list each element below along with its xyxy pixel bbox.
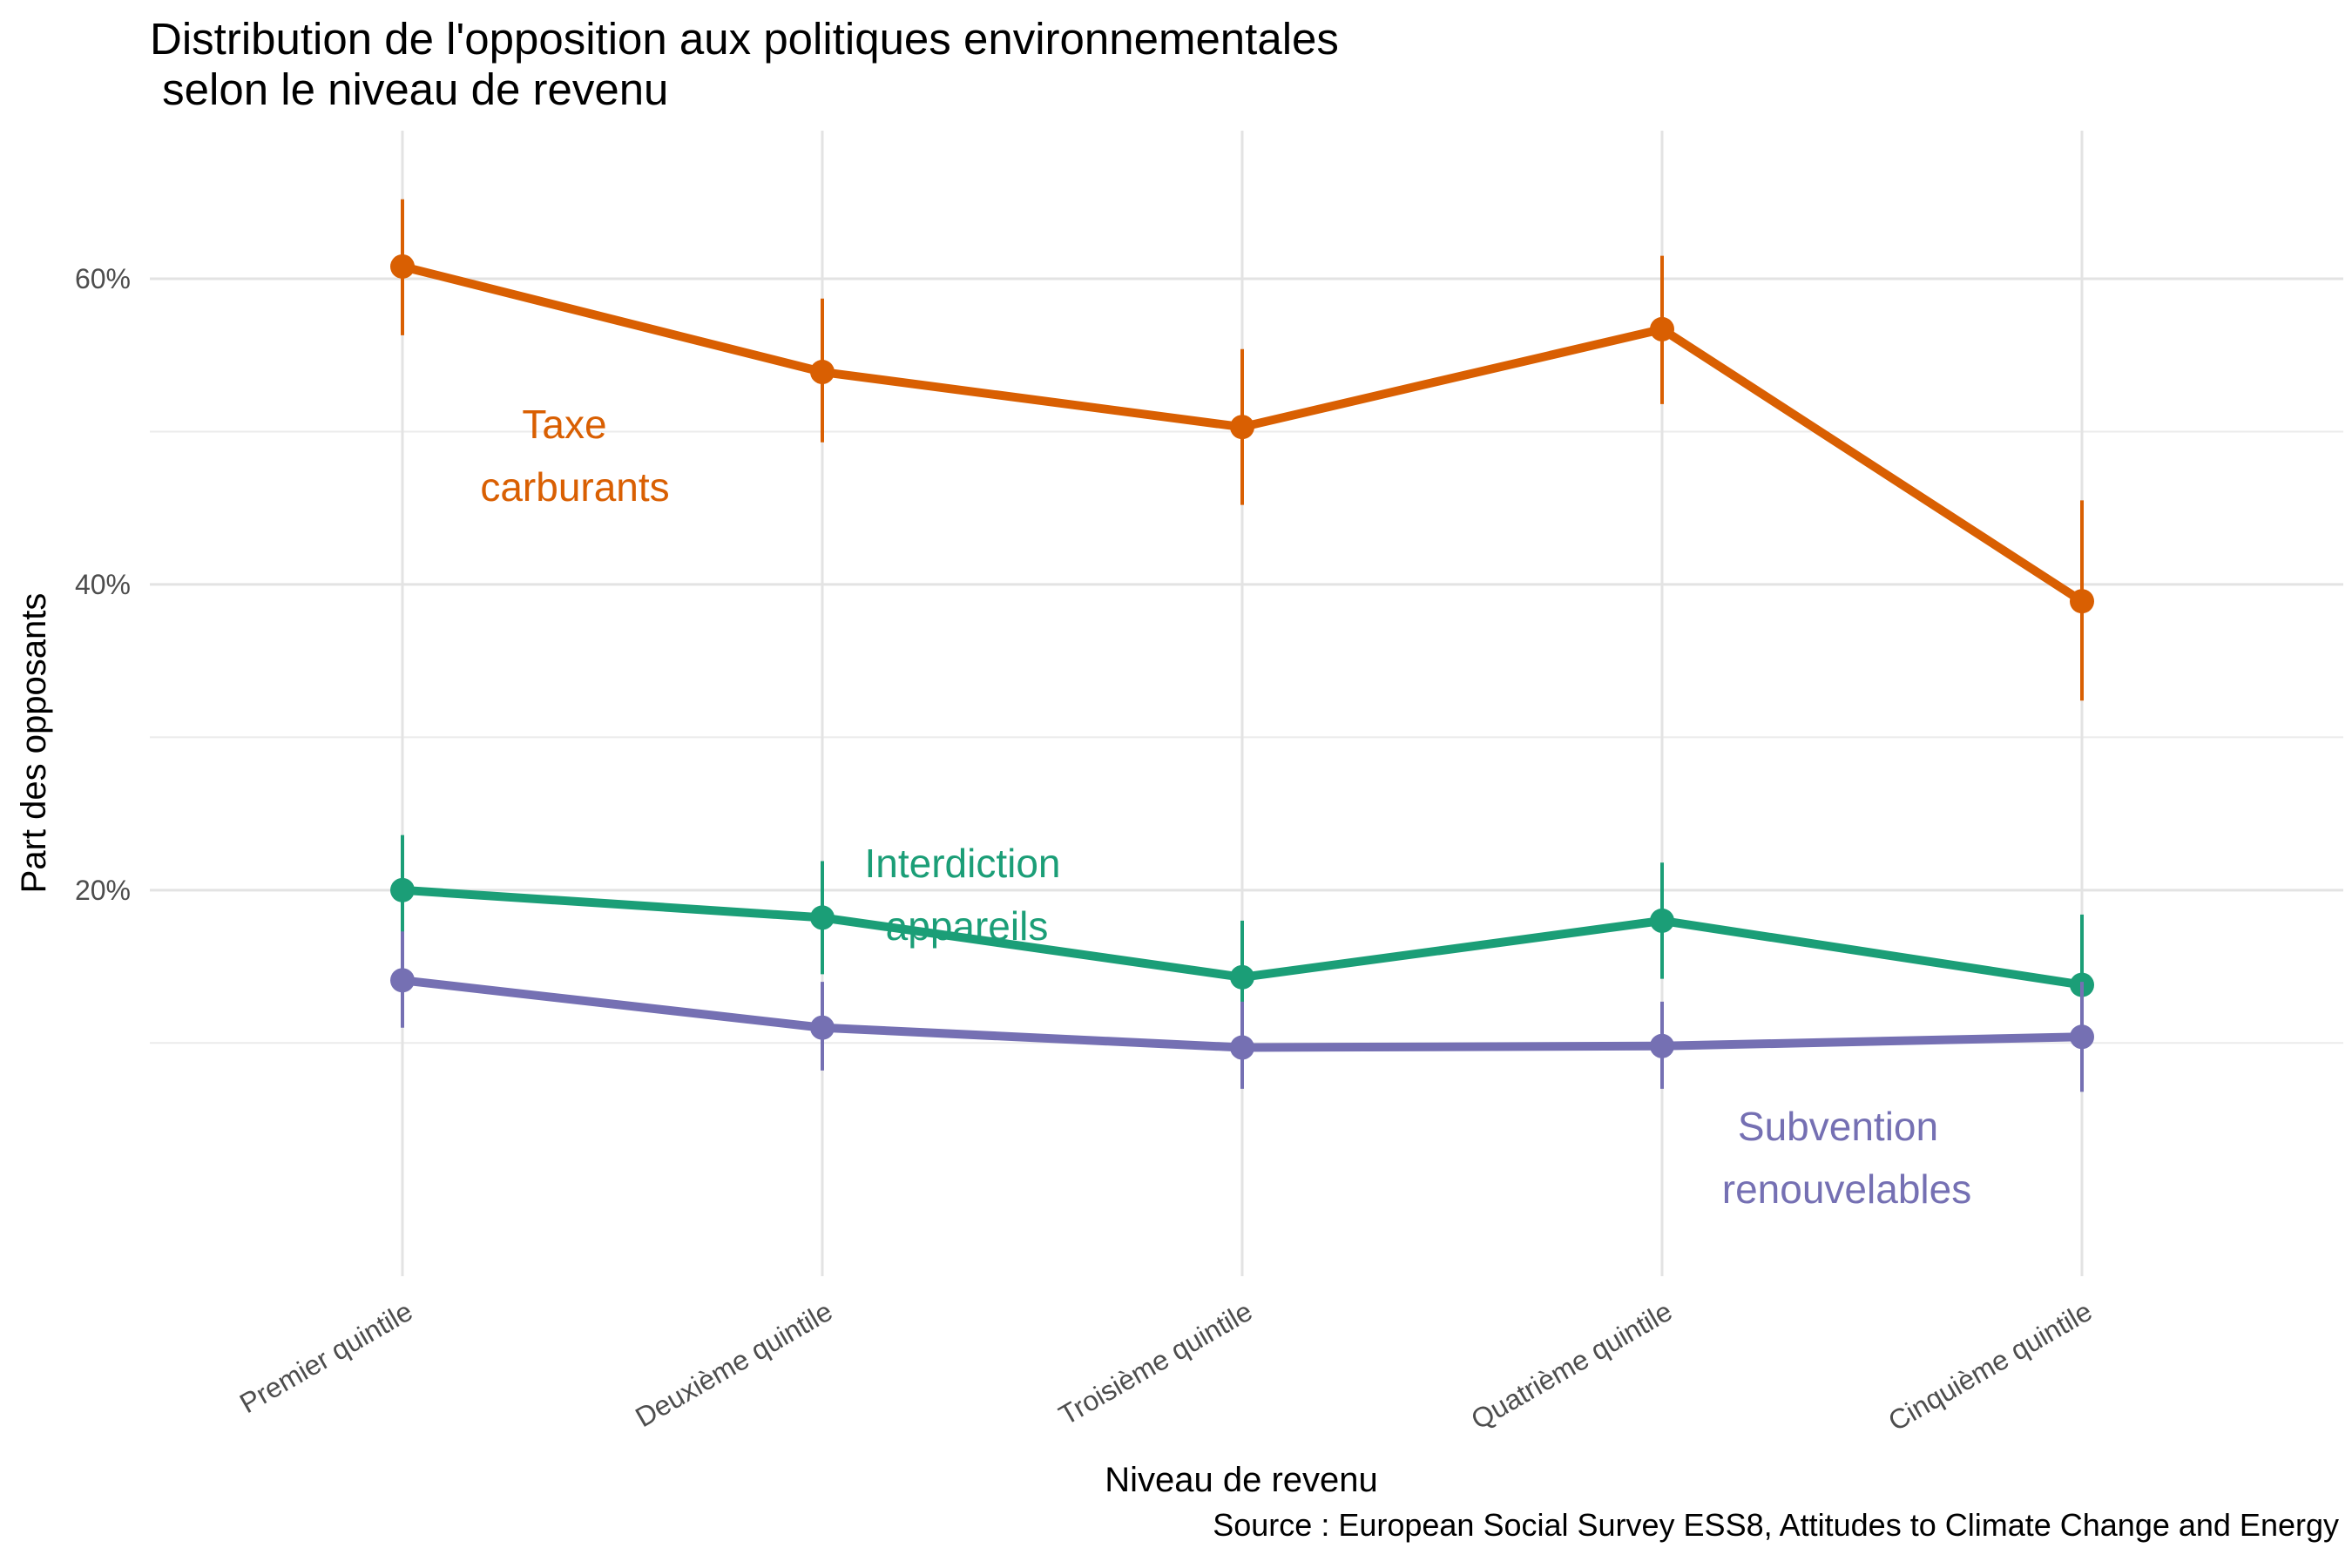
- x-tick-label: Troisième quintile: [1053, 1295, 1257, 1431]
- data-series: [390, 199, 2094, 1092]
- data-point: [390, 877, 415, 902]
- x-tick-label: Premier quintile: [234, 1295, 418, 1419]
- data-point: [390, 968, 415, 993]
- data-point: [1230, 1035, 1254, 1060]
- series-label: appareils: [886, 903, 1049, 949]
- y-tick-label: 40%: [75, 569, 131, 600]
- data-point: [1650, 1033, 1674, 1058]
- series-group: [390, 835, 2094, 1046]
- x-tick-label: Cinquième quintile: [1883, 1295, 2098, 1437]
- series-label: renouvelables: [1722, 1166, 1971, 1212]
- x-axis-title: Niveau de revenu: [1105, 1461, 1378, 1499]
- grid-lines: [150, 131, 2343, 1276]
- chart-title-line-2: selon le niveau de revenu: [150, 64, 669, 114]
- x-tick-label: Deuxième quintile: [630, 1295, 837, 1433]
- data-point: [1230, 964, 1254, 990]
- series-group: [390, 199, 2094, 701]
- series-label: Subvention: [1738, 1104, 1938, 1149]
- series-label: carburants: [480, 464, 669, 510]
- chart-title-line-1: Distribution de l'opposition aux politiq…: [150, 14, 1339, 64]
- y-tick-label: 60%: [75, 263, 131, 294]
- series-labels: Taxe carburants Interdiction appareils Subve…: [480, 402, 1971, 1212]
- y-axis-tick-labels: 20% 40% 60%: [75, 263, 131, 906]
- series-label: Taxe: [522, 402, 606, 447]
- data-point: [810, 905, 835, 930]
- data-point: [2070, 589, 2094, 614]
- data-point: [810, 1015, 835, 1040]
- series-label: Interdiction: [864, 841, 1060, 886]
- x-tick-label: Quatrième quintile: [1466, 1295, 1678, 1436]
- y-axis-title: Part des opposants: [15, 593, 53, 894]
- series-group: [390, 931, 2094, 1092]
- y-tick-label: 20%: [75, 875, 131, 906]
- data-point: [1650, 316, 1674, 341]
- source-caption: Source : European Social Survey ESS8, At…: [1213, 1507, 2339, 1543]
- data-point: [390, 253, 415, 279]
- data-point: [1650, 908, 1674, 933]
- data-point: [810, 360, 835, 385]
- data-point: [1230, 415, 1254, 440]
- x-axis-tick-labels: Premier quintile Deuxième quintile Troisiè…: [234, 1295, 2098, 1437]
- data-point: [2070, 1024, 2094, 1050]
